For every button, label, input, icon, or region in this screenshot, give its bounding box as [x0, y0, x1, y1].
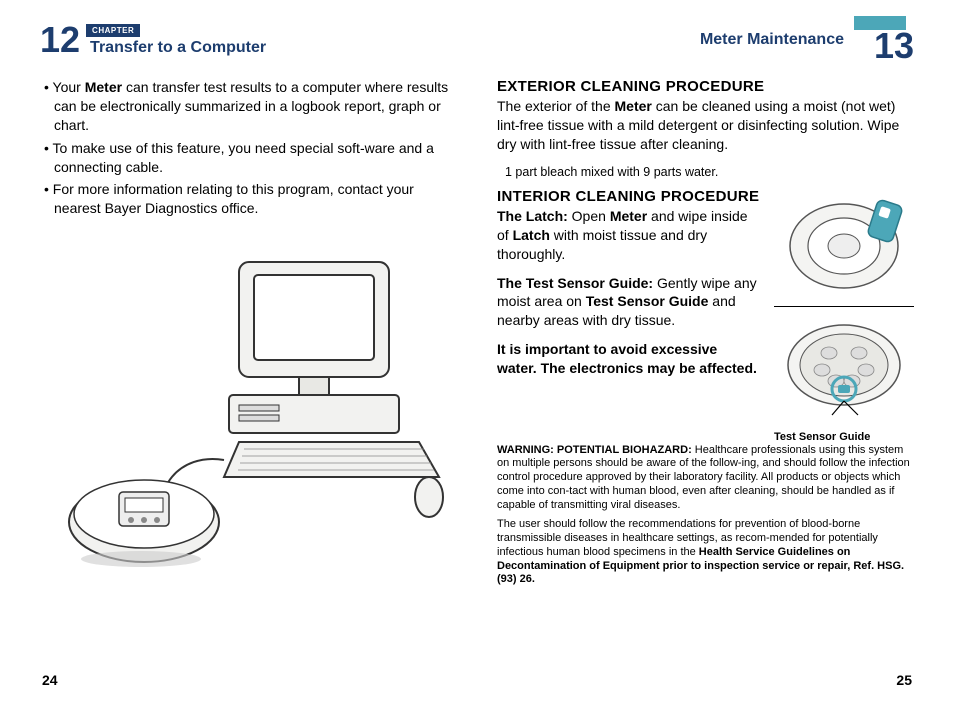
- page-spread: 12 CHAPTER Transfer to a Computer Your M…: [0, 0, 954, 716]
- chapter-number-left: 12: [40, 22, 80, 58]
- right-text-column: INTERIOR CLEANING PROCEDURE The Latch: O…: [497, 188, 760, 444]
- water-warning: It is important to avoid excessive water…: [497, 340, 760, 378]
- bullet-item: To make use of this feature, you need sp…: [40, 139, 457, 177]
- computer-illustration: [40, 242, 457, 572]
- tsg-paragraph: The Test Sensor Guide: Gently wipe any m…: [497, 274, 760, 331]
- page-number-left: 24: [42, 672, 58, 688]
- sensor-guide-figure: [774, 315, 914, 425]
- chapter-title-left: Transfer to a Computer: [90, 39, 266, 57]
- exterior-heading: EXTERIOR CLEANING PROCEDURE: [497, 78, 914, 95]
- chapter-badge: CHAPTER: [86, 24, 140, 37]
- figure-caption: Test Sensor Guide: [774, 431, 914, 444]
- bleach-note: 1 part bleach mixed with 9 parts water.: [497, 164, 914, 180]
- bullet-item: Your Meter can transfer test results to …: [40, 78, 457, 135]
- biohazard-warning: WARNING: POTENTIAL BIOHAZARD: Healthcare…: [497, 444, 914, 513]
- bullet-list: Your Meter can transfer test results to …: [40, 78, 457, 222]
- latch-figure: [774, 188, 914, 298]
- right-header: Meter Maintenance 13: [497, 20, 914, 60]
- bullet-item: For more information relating to this pr…: [40, 180, 457, 218]
- right-body-split: INTERIOR CLEANING PROCEDURE The Latch: O…: [497, 188, 914, 444]
- left-header: 12 CHAPTER Transfer to a Computer: [40, 20, 457, 60]
- right-page: Meter Maintenance 13 EXTERIOR CLEANING P…: [497, 20, 914, 696]
- interior-heading: INTERIOR CLEANING PROCEDURE: [497, 188, 760, 205]
- page-number-right: 25: [896, 672, 912, 688]
- chapter-number-right: 13: [874, 28, 914, 64]
- figure-column: Test Sensor Guide: [774, 188, 914, 444]
- latch-paragraph: The Latch: Open Meter and wipe inside of…: [497, 207, 760, 264]
- figure-divider: [774, 306, 914, 307]
- recommendation-paragraph: The user should follow the recommendatio…: [497, 518, 914, 587]
- exterior-body: The exterior of the Meter can be cleaned…: [497, 97, 914, 154]
- chapter-title-right: Meter Maintenance: [700, 31, 844, 49]
- left-page: 12 CHAPTER Transfer to a Computer Your M…: [40, 20, 457, 696]
